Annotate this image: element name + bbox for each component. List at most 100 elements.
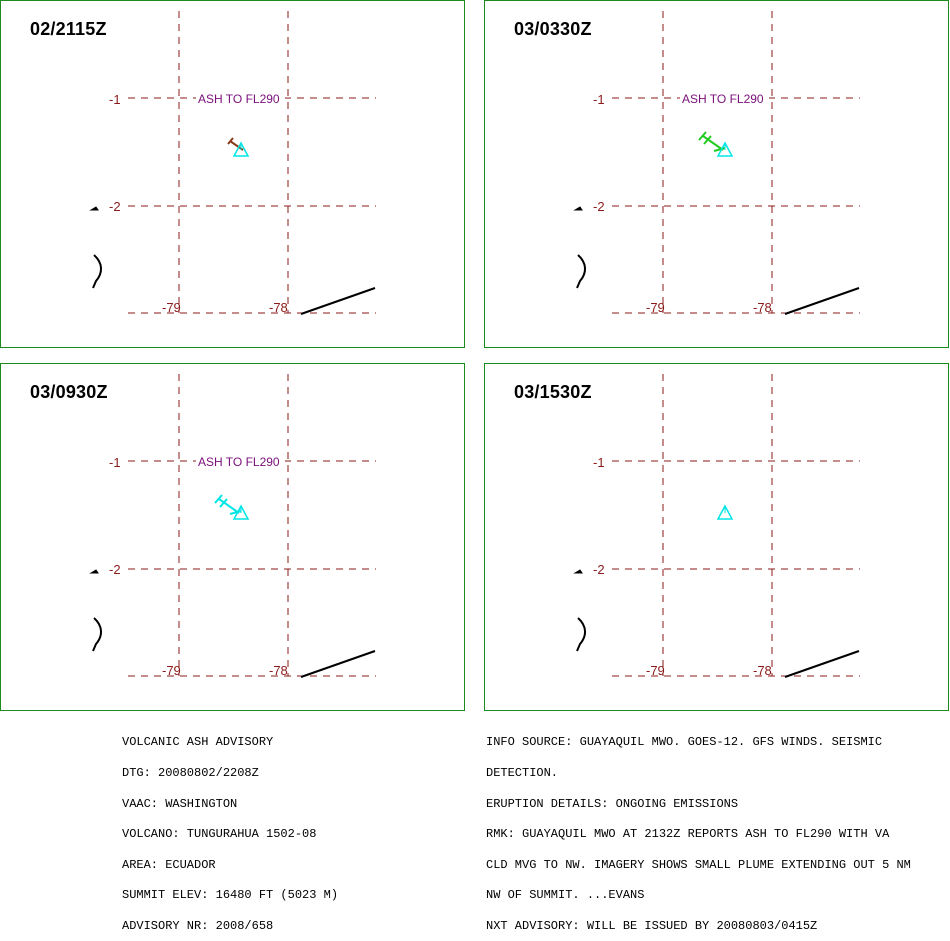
volcano-triangle-icon bbox=[232, 504, 250, 520]
longitude-labels: -79 -78 bbox=[162, 300, 288, 315]
longitude-label: -79 bbox=[162, 300, 181, 315]
ash-label-group: ASH TO FL290 bbox=[680, 92, 769, 106]
panel-time-label: 03/0930Z bbox=[30, 382, 108, 402]
advisory-line: VOLCANIC ASH ADVISORY bbox=[122, 735, 274, 750]
graticule bbox=[612, 11, 860, 314]
latitude-label: -1 bbox=[593, 455, 605, 470]
longitude-label: -78 bbox=[753, 663, 772, 678]
coastline-segment bbox=[784, 650, 860, 678]
ash-extent-label: ASH TO FL290 bbox=[198, 455, 280, 469]
coastline-segment bbox=[92, 617, 102, 652]
longitude-label: -79 bbox=[162, 663, 181, 678]
graticule bbox=[128, 374, 376, 677]
latitude-label: -1 bbox=[593, 92, 605, 107]
latitude-label: -2 bbox=[109, 562, 121, 577]
longitude-label: -78 bbox=[269, 663, 288, 678]
volcano-summit-icon bbox=[232, 141, 250, 157]
ash-extent-label: ASH TO FL290 bbox=[198, 92, 280, 106]
volcano-triangle-icon bbox=[232, 141, 250, 157]
advisory-line: DTG: 20080802/2208Z bbox=[122, 766, 259, 780]
coastline-segment bbox=[573, 206, 583, 211]
map-panel-2: -1 -2 -79 -78 ASH TO FL290 03/0330Z bbox=[484, 0, 949, 348]
advisory-text-left: VOLCANIC ASH ADVISORY DTG: 20080802/2208… bbox=[122, 717, 338, 941]
coastline bbox=[573, 569, 860, 678]
latitude-labels: -1 -2 bbox=[109, 92, 121, 214]
plume-arrow bbox=[698, 131, 726, 152]
advisory-line: VOLCANO: TUNGURAHUA 1502-08 bbox=[122, 827, 317, 842]
longitude-label: -78 bbox=[269, 300, 288, 315]
longitude-label: -78 bbox=[753, 300, 772, 315]
advisory-line: CLD MVG TO NW. IMAGERY SHOWS SMALL PLUME… bbox=[486, 857, 911, 872]
graticule bbox=[128, 11, 376, 314]
longitude-label: -79 bbox=[646, 663, 665, 678]
ash-label-group: ASH TO FL290 bbox=[196, 92, 285, 106]
plume-arrowhead bbox=[713, 147, 726, 152]
plume-shaft bbox=[702, 135, 724, 151]
latitude-labels: -1 -2 bbox=[109, 455, 121, 577]
graticule bbox=[612, 374, 860, 677]
advisory-line: ADVISORY NR: 2008/658 bbox=[122, 918, 274, 933]
coastline-segment bbox=[784, 287, 860, 315]
map-canvas-3: -1 -2 -79 -78 ASH TO FL290 bbox=[89, 374, 376, 678]
volcano-summit-icon bbox=[716, 504, 734, 520]
volcano-summit-icon bbox=[232, 504, 250, 520]
coastline bbox=[573, 206, 860, 315]
advisory-line: ERUPTION DETAILS: ONGOING EMISSIONS bbox=[486, 796, 739, 811]
ash-label-background bbox=[196, 455, 285, 468]
advisory-line: SUMMIT ELEV: 16480 FT (5023 M) bbox=[122, 888, 339, 903]
volcano-summit-icon bbox=[716, 141, 734, 157]
plume-arrowhead bbox=[229, 510, 242, 515]
advisory-line: INFO SOURCE: GUAYAQUIL MWO. GOES-12. GFS… bbox=[486, 735, 883, 750]
advisory-line: RMK: GUAYAQUIL MWO AT 2132Z REPORTS ASH … bbox=[486, 827, 890, 842]
advisory-text-right: INFO SOURCE: GUAYAQUIL MWO. GOES-12. GFS… bbox=[486, 717, 911, 941]
plume-barb bbox=[227, 137, 234, 145]
panel-time-label: 03/0330Z bbox=[514, 19, 592, 39]
coastline-segment bbox=[89, 569, 99, 574]
latitude-label: -2 bbox=[593, 199, 605, 214]
volcano-triangle-icon bbox=[716, 504, 734, 520]
panel-time-label: 03/1530Z bbox=[514, 382, 592, 402]
map-canvas-2: -1 -2 -79 -78 ASH TO FL290 bbox=[573, 11, 860, 315]
ash-label-background bbox=[196, 92, 285, 105]
map-panel-3: -1 -2 -79 -78 ASH TO FL290 03/0930Z bbox=[0, 363, 465, 711]
map-panel-4: -1 -2 -79 -78 03/1530Z bbox=[484, 363, 949, 711]
plume-barb bbox=[703, 135, 712, 145]
plume-shaft bbox=[218, 498, 240, 514]
plume-barb bbox=[698, 131, 707, 141]
coastline bbox=[89, 569, 376, 678]
advisory-line: VAAC: WASHINGTON bbox=[122, 796, 238, 811]
latitude-label: -1 bbox=[109, 92, 121, 107]
latitude-label: -2 bbox=[593, 562, 605, 577]
coastline-segment bbox=[576, 617, 586, 652]
ash-extent-label: ASH TO FL290 bbox=[682, 92, 764, 106]
longitude-labels: -79 -78 bbox=[162, 663, 288, 678]
coastline-segment bbox=[576, 254, 586, 289]
longitude-label: -79 bbox=[646, 300, 665, 315]
latitude-labels: -1 -2 bbox=[593, 92, 605, 214]
map-canvas-4: -1 -2 -79 -78 bbox=[573, 374, 860, 678]
coastline-segment bbox=[300, 287, 376, 315]
latitude-label: -2 bbox=[109, 199, 121, 214]
coastline-segment bbox=[300, 650, 376, 678]
advisory-line: NXT ADVISORY: WILL BE ISSUED BY 20080803… bbox=[486, 918, 818, 933]
advisory-line: NW OF SUMMIT. ...EVANS bbox=[486, 888, 645, 903]
plume-arrow bbox=[214, 494, 242, 515]
plume-barb bbox=[219, 498, 228, 508]
panel-time-label: 02/2115Z bbox=[30, 19, 107, 39]
coastline-segment bbox=[92, 254, 102, 289]
plume-barb bbox=[214, 494, 223, 504]
coastline-segment bbox=[573, 569, 583, 574]
longitude-labels: -79 -78 bbox=[646, 300, 772, 315]
advisory-line: AREA: ECUADOR bbox=[122, 857, 216, 872]
map-panel-1: -1 -2 -79 -78 ASH TO FL290 02/2115Z bbox=[0, 0, 465, 348]
coastline-segment bbox=[89, 206, 99, 211]
map-canvas-1: -1 -2 -79 -78 ASH TO FL290 bbox=[89, 11, 376, 315]
ash-label-background bbox=[680, 92, 769, 105]
volcano-triangle-icon bbox=[716, 141, 734, 157]
coastline bbox=[89, 206, 376, 315]
longitude-labels: -79 -78 bbox=[646, 663, 772, 678]
latitude-label: -1 bbox=[109, 455, 121, 470]
advisory-line: DETECTION. bbox=[486, 766, 559, 780]
ash-label-group: ASH TO FL290 bbox=[196, 455, 285, 469]
latitude-labels: -1 -2 bbox=[593, 455, 605, 577]
